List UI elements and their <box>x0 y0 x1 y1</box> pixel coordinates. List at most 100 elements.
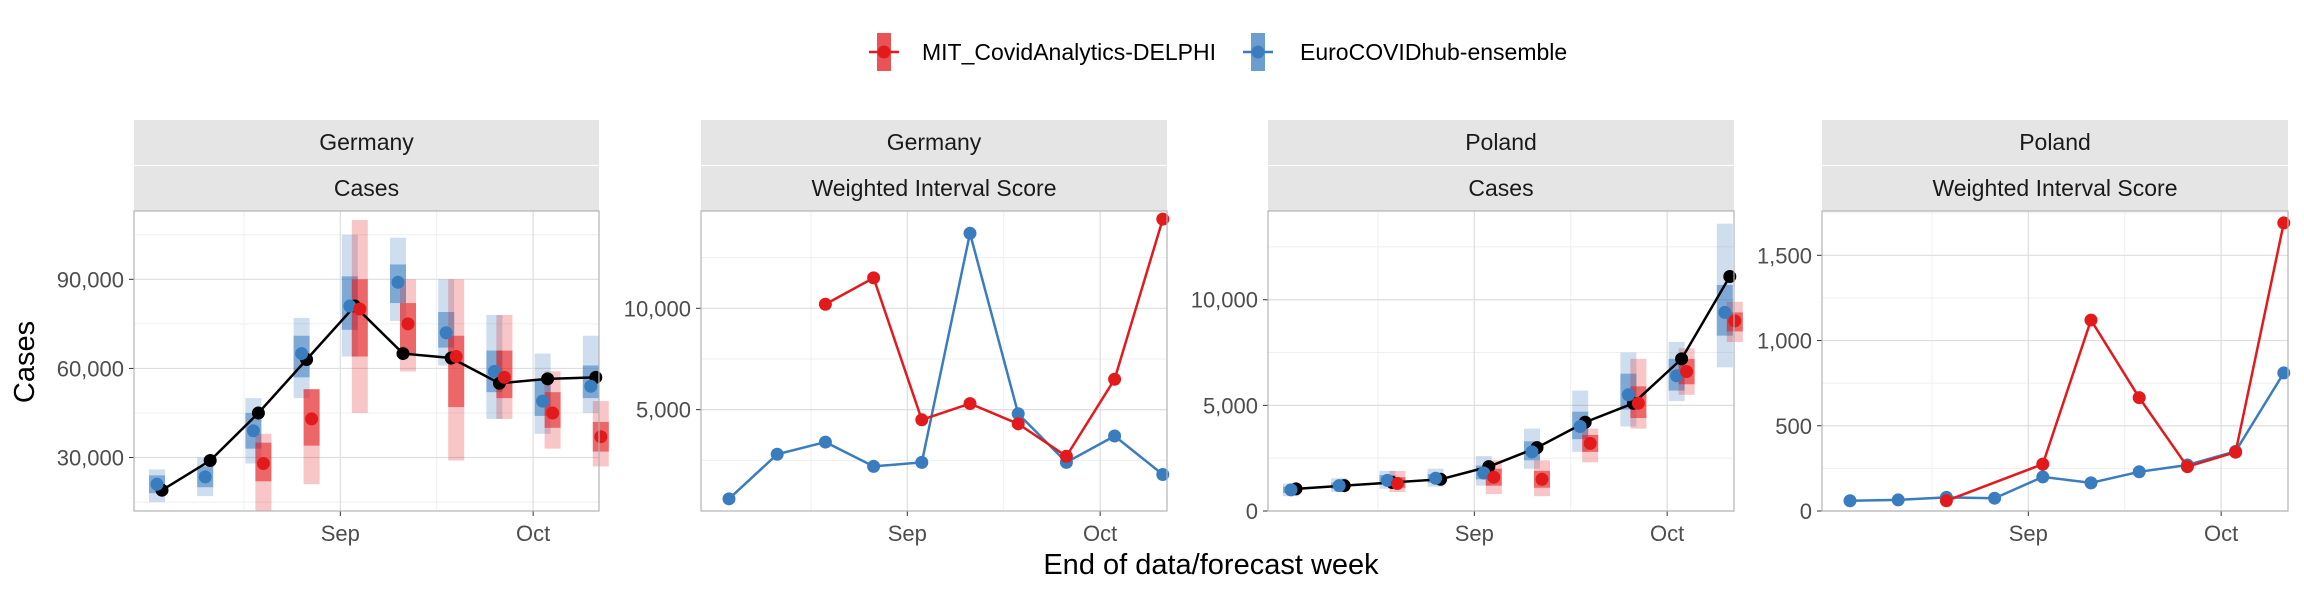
y-axis-title: Cases <box>9 321 41 403</box>
panel-border <box>1821 210 2289 512</box>
series-mit-covidanalytics-delphi <box>1939 216 2291 508</box>
observed-point <box>203 454 217 468</box>
facet-strip-location: Germany <box>134 120 599 165</box>
series-point <box>2132 391 2146 405</box>
plot-background <box>1822 211 2288 511</box>
facet-strip-metric: Weighted Interval Score <box>701 166 1167 211</box>
forecast-median-point <box>449 350 463 364</box>
forecast-median-point <box>295 347 309 361</box>
series-point <box>1108 429 1122 443</box>
facet-strip-metric: Cases <box>134 166 599 211</box>
forecast-median-mit-covidanalytics-delphi <box>256 302 608 470</box>
y-tick-label: 0 <box>1246 499 1258 524</box>
series-point <box>963 397 977 411</box>
forecast-median-point <box>1429 471 1443 485</box>
strip-background <box>1822 120 2288 165</box>
facet-strip-location: Poland <box>1268 120 1734 165</box>
observed-line <box>1295 275 1731 491</box>
forecast-median-point <box>1332 479 1346 493</box>
y-tick-label: 5,000 <box>636 398 691 423</box>
forecast-median-point <box>1631 396 1645 410</box>
forecast-median-point <box>391 275 405 289</box>
grid <box>701 211 1167 511</box>
forecast-median-point <box>401 317 415 331</box>
strip-label-metric: Cases <box>1468 175 1533 201</box>
series-point <box>2036 457 2050 471</box>
series-point <box>867 271 881 285</box>
forecast-median-point <box>1487 470 1501 484</box>
series-point <box>1011 407 1025 421</box>
forecast-median-point <box>584 379 598 393</box>
series-point <box>2084 313 2098 327</box>
panel-border <box>700 210 1168 512</box>
y-tick-label: 60,000 <box>57 356 124 381</box>
series-point <box>915 455 929 469</box>
panel-border <box>1267 210 1735 512</box>
legend: MIT_CovidAnalytics-DELPHI EuroCOVIDhub-en… <box>869 33 1567 71</box>
forecast-median-point <box>1583 436 1597 450</box>
forecast-median-point <box>487 364 501 378</box>
strip-label-metric: Weighted Interval Score <box>811 175 1056 201</box>
strip-label-location: Germany <box>319 129 414 155</box>
strip-background <box>1268 166 1734 211</box>
forecast-median-point <box>497 370 511 384</box>
y-tick-label: 90,000 <box>57 267 124 292</box>
series-point <box>1156 468 1170 482</box>
legend-label-eurocovidhub-ensemble: EuroCOVIDhub-ensemble <box>1300 39 1567 65</box>
forecast-median-mit-covidanalytics-delphi <box>1390 314 1742 491</box>
observed-point <box>396 347 410 361</box>
legend-label-mit-covidanalytics-delphi: MIT_CovidAnalytics-DELPHI <box>922 39 1216 65</box>
series-point <box>722 492 736 506</box>
y-tick-label: 5,000 <box>1203 393 1258 418</box>
forecast-inner-interval <box>351 279 368 357</box>
strip-label-metric: Cases <box>334 175 399 201</box>
forecast-median-point <box>256 456 270 470</box>
strip-label-location: Poland <box>1465 129 1537 155</box>
legend-key-mit-covidanalytics-delphi <box>869 33 899 71</box>
forecast-median-point <box>1680 365 1694 379</box>
series-point <box>1891 493 1905 507</box>
panel-2: Germany Weighted Interval Score 5,000 10,00… <box>624 120 1170 546</box>
forecast-median-eurocovidhub-ensemble <box>150 275 598 491</box>
strip-background <box>1822 166 2288 211</box>
strip-label-location: Germany <box>887 129 982 155</box>
forecast-median-point <box>1380 473 1394 487</box>
strip-label-location: Poland <box>2019 129 2091 155</box>
forecast-median-point <box>1477 466 1491 480</box>
strip-background <box>701 166 1167 211</box>
observed-point <box>541 372 555 386</box>
legend-key-point <box>1251 45 1265 59</box>
series-point <box>2277 216 2291 230</box>
panel-4: Poland Weighted Interval Score 0 500 1,000 1,… <box>1757 120 2291 546</box>
series-point <box>1939 494 1953 508</box>
y-tick-label: 500 <box>1775 414 1812 439</box>
series-line <box>728 232 1164 500</box>
x-tick-label: Sep <box>1455 521 1494 546</box>
series-point <box>2229 445 2243 459</box>
forecast-median-point <box>1670 369 1684 383</box>
forecast-median-point <box>1573 419 1587 433</box>
forecast-median-point <box>546 406 560 420</box>
facet-strip-metric: Weighted Interval Score <box>1822 166 2288 211</box>
y-tick-label: 30,000 <box>57 446 124 471</box>
series-point <box>1843 494 1857 508</box>
facet-strip-location: Poland <box>1822 120 2288 165</box>
forecast-median-eurocovidhub-ensemble <box>1284 305 1732 497</box>
y-tick-label: 1,000 <box>1757 329 1812 354</box>
forecast-median-point <box>1718 305 1732 319</box>
series-line <box>824 218 1164 459</box>
series-point <box>2036 470 2050 484</box>
series-point <box>1988 491 2002 505</box>
strip-background <box>701 120 1167 165</box>
forecast-median-point <box>1535 472 1549 486</box>
facet-strip-metric: Cases <box>1268 166 1734 211</box>
series-point <box>1156 212 1170 226</box>
series-point <box>770 447 784 461</box>
forecast-median-point <box>439 326 453 340</box>
y-tick-label: 1,500 <box>1757 243 1812 268</box>
forecast-median-point <box>1390 477 1404 491</box>
observed-point <box>1675 352 1689 366</box>
strip-background <box>134 120 599 165</box>
series-mit-covidanalytics-delphi <box>818 212 1170 463</box>
